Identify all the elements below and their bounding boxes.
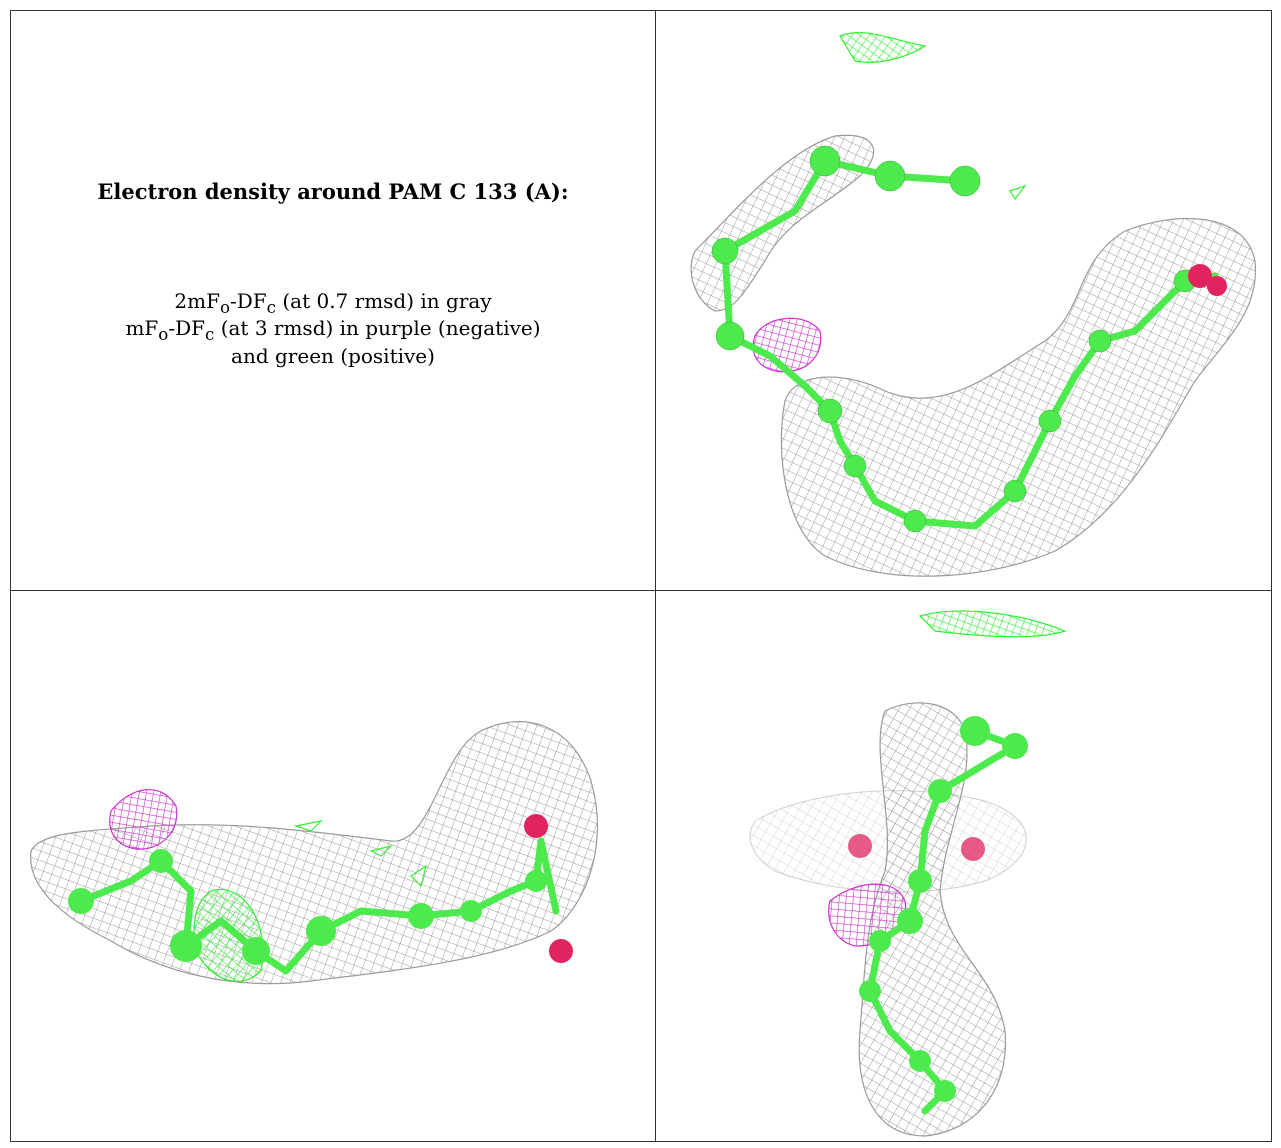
gray-density-mesh <box>30 721 599 985</box>
carbon-atoms <box>68 849 547 965</box>
caption-line-green: and green (positive) <box>231 344 435 368</box>
row-divider <box>11 590 1271 591</box>
density-render-2 <box>30 721 599 985</box>
gray-density-mesh <box>690 134 875 312</box>
negative-density-mesh <box>752 317 822 373</box>
oxygen-atoms <box>524 814 573 963</box>
carbon-atoms <box>711 145 1197 533</box>
caption-line-purple: mFo-DFc (at 3 rmsd) in purple (negative) <box>125 316 541 344</box>
caption-title: Electron density around PAM C 133 (A): <box>97 179 569 204</box>
density-panel-view-1 <box>655 11 1271 591</box>
negative-density-mesh <box>109 789 178 850</box>
positive-density-mesh <box>839 32 927 63</box>
density-panel-view-2 <box>11 591 655 1141</box>
ligand-bonds <box>77 837 560 975</box>
caption-cell: Electron density around PAM C 133 (A): 2… <box>11 11 655 591</box>
positive-density-mesh <box>918 610 1067 638</box>
figure-table: Electron density around PAM C 133 (A): 2… <box>10 10 1272 1142</box>
density-render-1 <box>690 32 1257 577</box>
density-render-3 <box>749 610 1067 1137</box>
oxygen-atoms <box>848 834 985 861</box>
carbon-atoms <box>859 716 1028 1102</box>
column-divider <box>655 11 656 1141</box>
caption-line-gray: 2mFo-DFc (at 0.7 rmsd) in gray <box>174 289 492 317</box>
density-panel-view-3 <box>655 591 1271 1141</box>
oxygen-atoms <box>1188 264 1227 296</box>
